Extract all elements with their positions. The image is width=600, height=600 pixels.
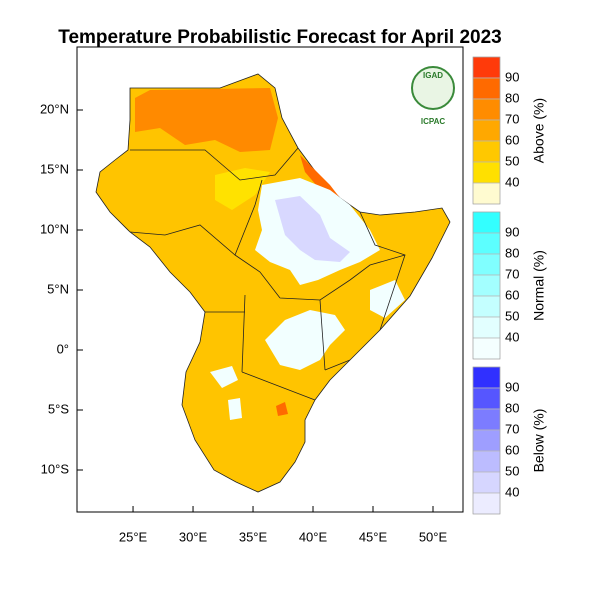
y-tick-label: 10°S	[41, 461, 70, 476]
colorbar-segment	[472, 56, 501, 79]
y-tick-label: 0°	[57, 341, 69, 356]
colorbar-tick-label: 60	[505, 132, 519, 147]
colorbar-tick-label: 80	[505, 400, 519, 415]
colorbar-segment	[472, 450, 501, 473]
colorbar-label: Above (%)	[531, 98, 547, 163]
colorbar-tick-label: 90	[505, 69, 519, 84]
colorbar-label: Normal (%)	[531, 250, 547, 321]
colorbar-tick-label: 40	[505, 484, 519, 499]
colorbar-tick-label: 80	[505, 90, 519, 105]
x-tick-label: 25°E	[119, 529, 148, 544]
colorbar-tick-label: 70	[505, 266, 519, 281]
colorbar-segment	[472, 337, 501, 360]
colorbar-segment	[472, 408, 501, 431]
region-above-spot	[276, 402, 288, 416]
country-borders	[129, 147, 406, 401]
x-tick-label: 30°E	[179, 529, 208, 544]
region-above-80	[300, 155, 340, 198]
y-tick-label: 5°N	[47, 281, 69, 296]
x-tick-label: 50°E	[419, 529, 448, 544]
colorbar-segment	[472, 366, 501, 389]
colorbar-tick-label: 70	[505, 111, 519, 126]
colorbar-tick-label: 90	[505, 224, 519, 239]
x-tick-label: 45°E	[359, 529, 388, 544]
colorbar-frame	[472, 56, 501, 205]
logo-bottom: ICPAC	[421, 117, 446, 126]
colorbar-frame	[472, 211, 501, 360]
colorbar-frame	[472, 366, 501, 515]
colorbar-segment	[472, 295, 501, 318]
x-tick-label: 35°E	[239, 529, 268, 544]
region-normal-south	[265, 310, 345, 370]
colorbar-segment	[472, 161, 501, 184]
region-normal-lake2	[228, 398, 242, 420]
colorbar-segment	[472, 387, 501, 410]
colorbar-label: Below (%)	[531, 409, 547, 473]
y-tick-label: 20°N	[40, 101, 69, 116]
region-normal-lake	[210, 366, 238, 388]
logo: IGAD ICPAC	[411, 66, 455, 126]
colorbar-segment	[472, 182, 501, 205]
colorbar-tick-label: 40	[505, 174, 519, 189]
colorbar-segment	[472, 274, 501, 297]
region-normal-east	[370, 280, 405, 318]
map-region	[95, 73, 451, 493]
colorbar-tick-label: 60	[505, 287, 519, 302]
y-tick-label: 10°N	[40, 221, 69, 236]
colorbar-tick-label: 40	[505, 329, 519, 344]
colorbar-segment	[472, 492, 501, 515]
colorbar-segment	[472, 211, 501, 234]
colorbar-segment	[472, 98, 501, 121]
colorbar-segment	[472, 232, 501, 255]
colorbar-segment	[472, 471, 501, 494]
colorbar-segment	[472, 77, 501, 100]
colorbar-segment	[472, 253, 501, 276]
region-above-50	[215, 168, 270, 210]
y-tick-label: 15°N	[40, 161, 69, 176]
colorbar-tick-label: 80	[505, 245, 519, 260]
colorbar-tick-label: 60	[505, 442, 519, 457]
y-tick-label: 5°S	[48, 401, 69, 416]
x-tick-label: 40°E	[299, 529, 328, 544]
colorbar-segment	[472, 140, 501, 163]
colorbar-segment	[472, 316, 501, 339]
colorbar-tick-label: 50	[505, 308, 519, 323]
colorbar-tick-label: 70	[505, 421, 519, 436]
logo-emblem	[411, 66, 455, 110]
region-above-70	[135, 88, 278, 152]
colorbar-segment	[472, 429, 501, 452]
colorbar-tick-label: 50	[505, 153, 519, 168]
region-below-50	[275, 196, 350, 262]
logo-top: IGAD	[423, 71, 443, 80]
map-title: Temperature Probabilistic Forecast for A…	[58, 27, 501, 48]
colorbar-tick-label: 90	[505, 379, 519, 394]
colorbar-segment	[472, 119, 501, 142]
colorbar-tick-label: 50	[505, 463, 519, 478]
